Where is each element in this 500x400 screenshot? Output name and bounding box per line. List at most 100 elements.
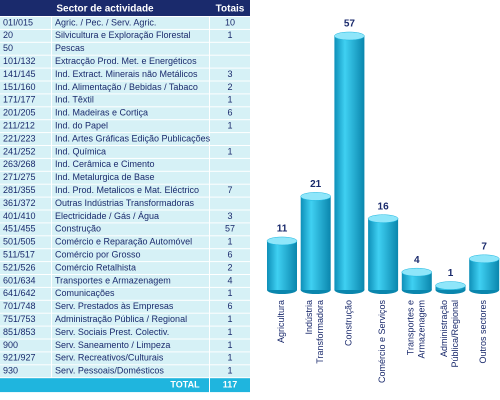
cell-bg [210, 262, 250, 274]
cell-bg [210, 326, 250, 339]
code-cell: 451/455 [3, 224, 36, 234]
code-cell: 921/927 [3, 353, 36, 363]
sector-cell: Serv. Pessoais/Domésticos [55, 366, 164, 376]
sector-cell: Ind. Química [55, 146, 106, 156]
code-cell: 20 [3, 30, 13, 40]
cell-bg [52, 81, 209, 94]
cell-bg [52, 184, 209, 197]
cell-bg [0, 158, 51, 171]
category-label: Agricultura [276, 300, 286, 343]
header-bg [0, 0, 250, 16]
total-cell: 1 [227, 146, 232, 156]
cell-bg [52, 158, 209, 171]
cell-bg [0, 81, 51, 94]
bar-top [435, 281, 466, 290]
sector-cell: Serv. Saneamento / Limpeza [55, 340, 170, 350]
cell-bg [52, 120, 209, 133]
cell-bg [52, 94, 209, 107]
cell-bg [0, 29, 51, 42]
cell-bg [52, 107, 209, 120]
sector-cell: Agric. / Pec. / Serv. Agric. [55, 17, 156, 27]
sector-cell: Ind. Têxtil [55, 95, 94, 105]
code-cell: 511/517 [3, 250, 35, 260]
sector-cell: Comunicações [55, 288, 115, 298]
cell-bg [210, 158, 250, 171]
code-cell: 101/132 [3, 56, 36, 66]
total-value: 117 [223, 380, 238, 390]
cell-bg [52, 313, 209, 326]
cell-bg [52, 146, 209, 158]
total-cell: 6 [227, 250, 232, 260]
total-cell: 1 [227, 237, 232, 247]
sector-cell: Ind. Cerâmica e Cimento [55, 159, 155, 169]
cell-bg [0, 94, 51, 107]
cell-bg [52, 17, 209, 29]
cell-bg [210, 275, 250, 287]
code-cell: 930 [3, 366, 18, 376]
cell-bg [52, 42, 209, 55]
code-cell: 900 [3, 340, 18, 350]
cell-bg [0, 146, 51, 158]
code-cell: 701/748 [3, 301, 36, 311]
sector-cell: Construção [55, 224, 101, 234]
total-cell: 10 [225, 17, 235, 27]
value-label: 1 [448, 268, 454, 279]
total-cell: 57 [225, 224, 235, 234]
cell-bg [210, 146, 250, 158]
code-cell: 751/753 [3, 314, 36, 324]
cell-bg [210, 313, 250, 326]
bar [267, 240, 297, 290]
code-cell: 151/160 [3, 82, 36, 92]
cell-bg [210, 236, 250, 249]
cell-bg [0, 262, 51, 274]
code-cell: 641/642 [3, 288, 36, 298]
category-label: Outros sectores [479, 300, 489, 364]
bar-top [401, 267, 433, 277]
cell-bg [52, 171, 209, 184]
category-line: Transportes e [406, 300, 416, 355]
cell-bg [210, 29, 250, 42]
sector-cell: Serv. Prestados às Empresas [55, 301, 174, 311]
category-line: Administração [439, 300, 449, 357]
cell-bg [210, 171, 250, 184]
category-line: Indústria [305, 300, 315, 335]
bar-top [468, 254, 500, 264]
cell-bg [52, 68, 209, 81]
cell-bg [0, 210, 51, 223]
sector-cell: Comércio Retalhista [55, 262, 136, 272]
cell-bg [52, 262, 209, 274]
value-label: 57 [344, 19, 356, 30]
sector-cell: Extracção Prod. Met. e Energéticos [55, 56, 197, 66]
bar [401, 272, 432, 290]
bar [469, 258, 500, 290]
sector-cell: Ind. Artes Gráficas Edição Publicações [55, 133, 211, 143]
cell-bg [52, 352, 209, 365]
total-cell: 1 [227, 327, 232, 337]
cell-bg [210, 55, 250, 68]
category-line: Pública/Regional [450, 300, 460, 368]
total-cell: 7 [227, 185, 232, 195]
code-cell: 521/526 [3, 262, 36, 272]
total-cell: 3 [227, 69, 232, 79]
cell-bg [210, 42, 250, 55]
cell-bg [0, 55, 51, 68]
bar-top [367, 214, 399, 223]
cell-bg [52, 223, 209, 236]
bar [368, 218, 399, 290]
code-cell: 361/372 [3, 198, 36, 208]
total-cell: 2 [227, 262, 232, 272]
code-cell: 601/634 [3, 275, 36, 285]
code-cell: 401/410 [3, 211, 36, 221]
total-bg [0, 378, 209, 393]
cell-bg [210, 120, 250, 133]
cell-bg [52, 339, 209, 352]
total-cell: 3 [227, 211, 232, 221]
cell-bg [0, 68, 51, 81]
header-cell: Totais [216, 4, 245, 15]
code-cell: 241/252 [3, 146, 36, 156]
total-cell: 1 [227, 340, 232, 350]
bar [300, 196, 331, 290]
code-cell: 201/205 [3, 108, 36, 118]
cell-bg [0, 184, 51, 197]
